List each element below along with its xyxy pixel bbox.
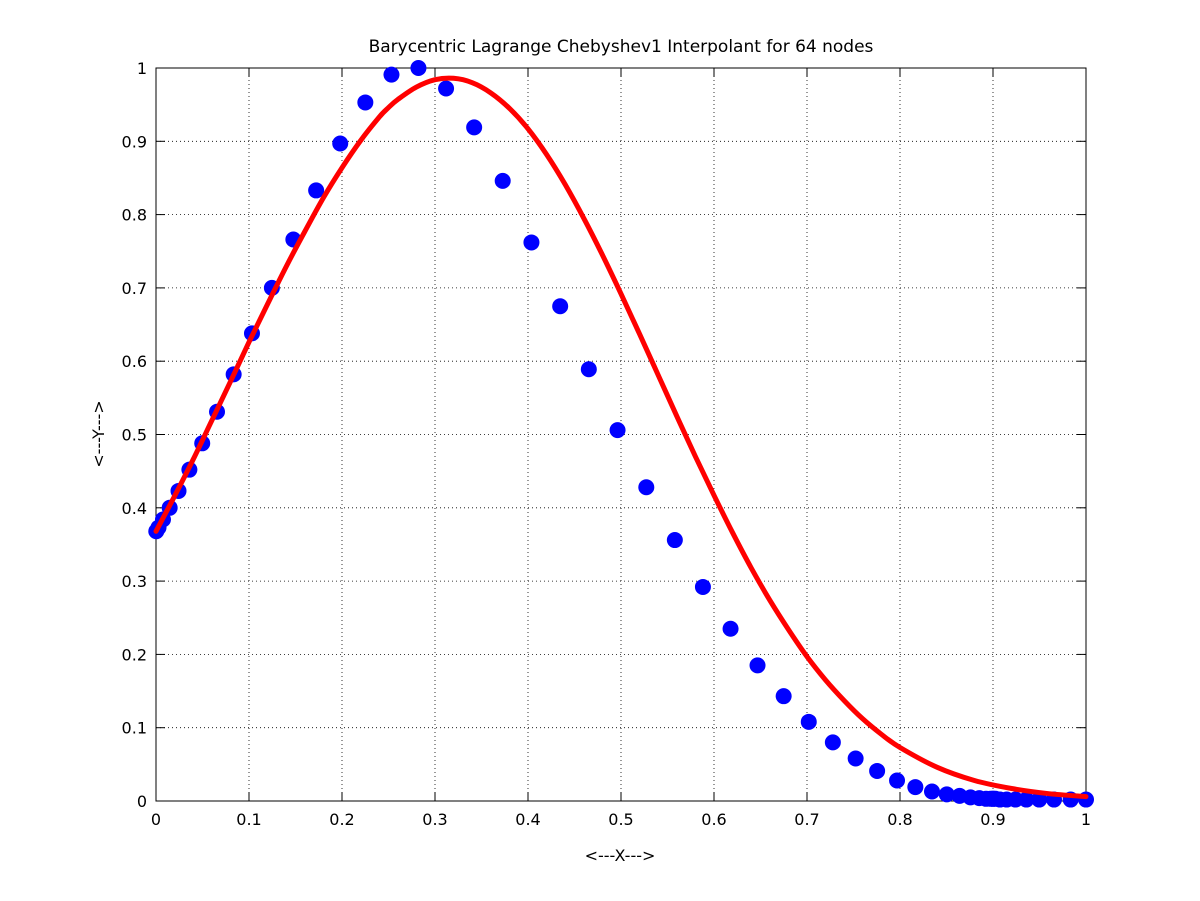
y-tick-label: 0.6 [122,352,147,371]
x-tick-label: 0.5 [608,810,633,829]
y-tick-label: 1 [137,59,147,78]
x-tick-label: 0.3 [422,810,447,829]
y-tick-label: 0.1 [122,719,147,738]
data-point [552,298,569,315]
chart-title: Barycentric Lagrange Chebyshev1 Interpol… [369,37,874,57]
y-tick-label: 0.9 [122,132,147,151]
data-point [847,750,864,767]
data-point [889,772,906,789]
data-point [666,532,683,549]
x-axis-label: <---X---> [585,846,656,865]
data-point [869,762,886,779]
data-point [907,779,924,796]
y-tick-label: 0.8 [122,206,147,225]
data-point [410,60,427,76]
data-point [775,688,792,705]
x-tick-label: 0.9 [980,810,1005,829]
y-tick-label: 0 [137,792,147,811]
interpolant-line [153,75,1089,800]
data-point [800,713,817,730]
x-tick-label: 0.7 [794,810,819,829]
data-point [638,479,655,496]
line-layer [153,75,1089,800]
data-point [357,94,374,111]
data-point [580,361,597,378]
y-tick-label: 0.5 [122,426,147,445]
data-point [749,657,766,674]
y-axis-label: <---Y---> [89,400,108,467]
data-point [694,578,711,595]
tick-layer: 0 0.1 0.2 0.3 0.4 0.5 0.6 0.7 0.8 0.9 1 0 0.1 0.2 0.3 0… [122,59,1092,829]
data-point [938,786,955,803]
data-point [923,783,940,800]
data-point [824,734,841,751]
x-tick-label: 0 [151,810,161,829]
x-tick-label: 0.6 [701,810,726,829]
x-tick-label: 0.8 [887,810,912,829]
data-point [466,119,483,136]
y-tick-label: 0.3 [122,572,147,591]
x-tick-label: 0.4 [515,810,540,829]
y-tick-label: 0.7 [122,279,147,298]
x-tick-label: 1 [1081,810,1091,829]
data-point [308,182,325,199]
y-tick-label: 0.2 [122,645,147,664]
data-point [722,620,739,637]
data-point [494,172,511,189]
data-point [332,135,349,152]
x-tick-label: 0.1 [236,810,261,829]
data-point [438,80,455,97]
data-point [383,66,400,83]
data-point [609,422,626,439]
data-point [523,234,540,251]
data-point [1018,791,1035,808]
x-tick-label: 0.2 [329,810,354,829]
marker-layer [148,60,1094,808]
y-tick-label: 0.4 [122,499,147,518]
